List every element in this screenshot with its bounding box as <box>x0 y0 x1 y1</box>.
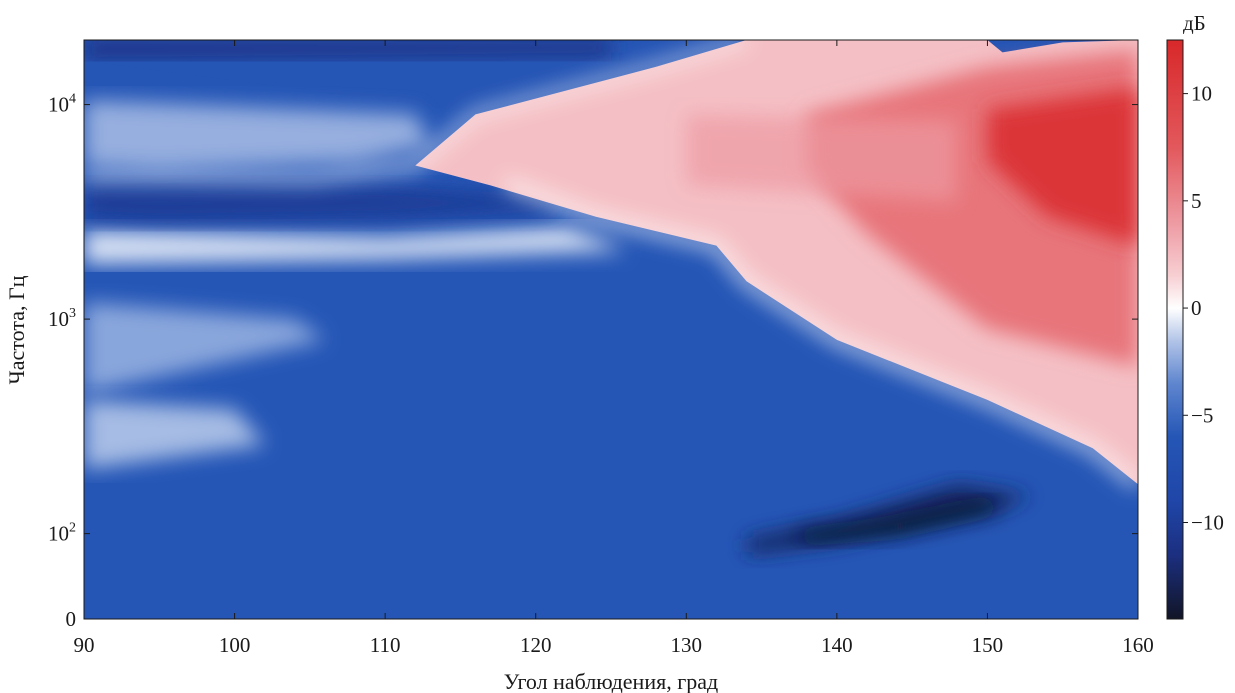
heatmap-area <box>84 40 1138 619</box>
plot-frame <box>83 39 1139 620</box>
colorbar-tick-label: 10 <box>1191 82 1212 106</box>
y-tick-base: 0 <box>66 607 77 631</box>
y-tick-label: 103 <box>48 306 76 331</box>
heatmap-zero-contour-lower <box>504 179 1138 488</box>
x-tick-label: 90 <box>74 633 95 657</box>
x-tick-label: 120 <box>520 633 552 657</box>
colorbar-bar <box>1166 39 1184 620</box>
y-tick-base: 10 <box>48 93 69 117</box>
heatmap-region-minimum <box>791 501 1003 542</box>
heatmap-region-top-dark <box>84 40 611 58</box>
x-tick-label: 110 <box>370 633 401 657</box>
colorbar-tick-label: −5 <box>1191 403 1213 427</box>
heatmap-region-pink <box>686 114 958 203</box>
heatmap-region-dark-band <box>84 183 566 224</box>
colorbar-tick-label: −10 <box>1191 511 1224 535</box>
x-axis: 90 100 110 120 130 140 150 160 <box>74 40 1154 657</box>
x-tick-label: 140 <box>821 633 853 657</box>
colorbar-title: дБ <box>1183 11 1206 35</box>
colorbar: дБ 10 5 0 −5 −10 <box>1166 11 1224 620</box>
y-tick-label: 0 <box>66 607 77 631</box>
y-tick-base: 10 <box>48 522 69 546</box>
colorbar-tick-label: 0 <box>1191 296 1202 320</box>
heatmap-zero-contour-upper <box>84 40 748 183</box>
y-tick-label: 104 <box>48 92 76 117</box>
y-tick-base: 10 <box>48 307 69 331</box>
y-tick-exponent: 3 <box>69 306 76 321</box>
x-axis-title: Угол наблюдения, град <box>504 669 718 693</box>
heatmap-region-upper-light <box>84 100 431 170</box>
x-tick-label: 160 <box>1122 633 1154 657</box>
colorbar-tick-label: 5 <box>1191 189 1202 213</box>
y-tick-label: 102 <box>48 521 76 546</box>
x-tick-label: 130 <box>671 633 703 657</box>
heatmap-region-light-blue-low <box>84 399 265 470</box>
heatmap-region-light-blue <box>84 302 325 394</box>
heatmap-region-white-band <box>84 226 627 265</box>
x-tick-label: 150 <box>972 633 1004 657</box>
y-tick-exponent: 4 <box>69 92 76 107</box>
y-tick-exponent: 2 <box>69 521 76 536</box>
heatmap-region-max <box>987 87 1138 246</box>
y-axis-title: Частота, Гц <box>4 275 29 384</box>
colorbar-ticks: 10 5 0 −5 −10 <box>1183 82 1224 535</box>
x-tick-label: 100 <box>219 633 251 657</box>
